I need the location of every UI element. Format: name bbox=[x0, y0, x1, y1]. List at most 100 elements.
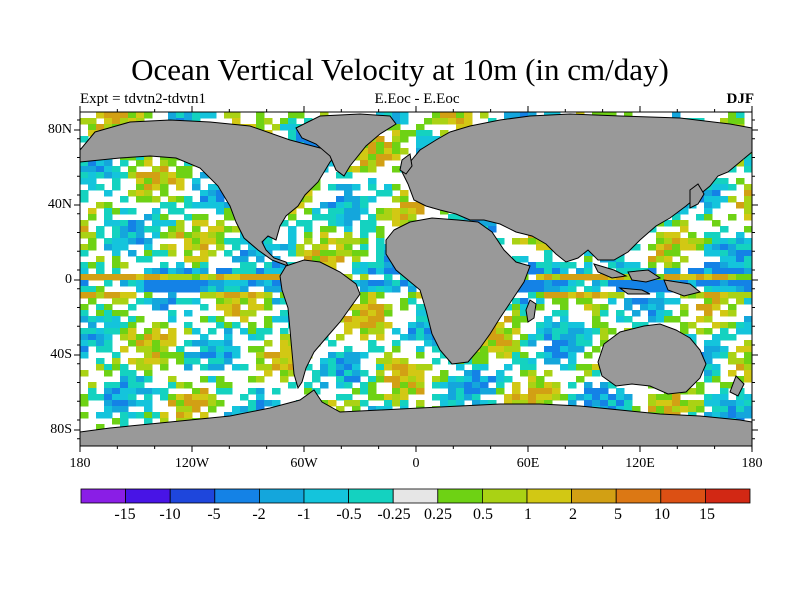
field-cell bbox=[120, 310, 129, 317]
field-cell bbox=[616, 394, 625, 401]
field-cell bbox=[704, 370, 713, 377]
field-cell bbox=[616, 262, 625, 269]
field-cell bbox=[120, 226, 129, 233]
field-cell bbox=[672, 274, 681, 281]
field-cell bbox=[224, 328, 233, 335]
field-cell bbox=[128, 292, 137, 299]
field-cell bbox=[688, 388, 697, 395]
field-cell bbox=[216, 286, 225, 293]
field-cell bbox=[168, 400, 177, 407]
field-cell bbox=[744, 208, 752, 215]
field-cell bbox=[384, 154, 393, 161]
field-cell bbox=[80, 166, 89, 173]
field-cell bbox=[288, 382, 297, 389]
field-cell bbox=[144, 160, 153, 167]
colorbar-swatch bbox=[214, 488, 260, 504]
field-cell bbox=[344, 394, 353, 401]
field-cell bbox=[720, 226, 729, 233]
field-cell bbox=[424, 130, 433, 137]
field-cell bbox=[120, 274, 129, 281]
field-cell bbox=[528, 334, 537, 341]
field-cell bbox=[400, 112, 409, 119]
field-cell bbox=[592, 286, 601, 293]
field-cell bbox=[144, 190, 153, 197]
field-cell bbox=[184, 298, 193, 305]
field-cell bbox=[320, 232, 329, 239]
land-africa bbox=[385, 217, 531, 365]
field-cell bbox=[192, 256, 201, 263]
field-cell bbox=[528, 280, 537, 287]
field-cell bbox=[728, 352, 737, 359]
field-cell bbox=[200, 316, 209, 323]
field-cell bbox=[712, 202, 721, 209]
field-cell bbox=[576, 364, 585, 371]
field-cell bbox=[112, 358, 121, 365]
field-cell bbox=[184, 286, 193, 293]
field-cell bbox=[360, 166, 369, 173]
land-north-america bbox=[80, 119, 341, 267]
field-cell bbox=[136, 340, 145, 347]
field-cell bbox=[200, 262, 209, 269]
field-cell bbox=[224, 292, 233, 299]
field-cell bbox=[640, 322, 649, 329]
field-cell bbox=[128, 412, 137, 419]
field-cell bbox=[96, 184, 105, 191]
field-cell bbox=[120, 262, 129, 269]
field-cell bbox=[104, 214, 113, 221]
field-cell bbox=[528, 382, 537, 389]
field-cell bbox=[704, 286, 713, 293]
field-cell bbox=[688, 268, 697, 275]
field-cell bbox=[384, 376, 393, 383]
field-cell bbox=[344, 238, 353, 245]
field-cell bbox=[112, 268, 121, 275]
field-cell bbox=[744, 244, 752, 251]
field-cell bbox=[528, 340, 537, 347]
field-cell bbox=[104, 334, 113, 341]
field-cell bbox=[344, 382, 353, 389]
field-cell bbox=[456, 118, 465, 125]
field-cell bbox=[624, 394, 633, 401]
field-cell bbox=[496, 346, 505, 353]
field-cell bbox=[712, 196, 721, 203]
field-cell bbox=[504, 334, 513, 341]
field-cell bbox=[152, 178, 161, 185]
field-cell bbox=[744, 400, 752, 407]
field-cell bbox=[104, 220, 113, 227]
field-cell bbox=[224, 250, 233, 257]
field-cell bbox=[392, 148, 401, 155]
field-cell bbox=[648, 316, 657, 323]
field-cell bbox=[384, 208, 393, 215]
field-cell bbox=[704, 202, 713, 209]
field-cell bbox=[128, 376, 137, 383]
field-cell bbox=[288, 226, 297, 233]
field-cell bbox=[472, 400, 481, 407]
field-cell bbox=[248, 244, 257, 251]
field-cell bbox=[136, 154, 145, 161]
field-cell bbox=[512, 388, 521, 395]
field-cell bbox=[416, 364, 425, 371]
field-cell bbox=[376, 226, 385, 233]
field-cell bbox=[664, 220, 673, 227]
x-tick-label: 60W bbox=[290, 456, 318, 471]
field-cell bbox=[104, 166, 113, 173]
field-cell bbox=[80, 190, 89, 197]
field-cell bbox=[248, 334, 257, 341]
field-cell bbox=[736, 244, 745, 251]
field-cell bbox=[704, 298, 713, 305]
field-cell bbox=[152, 322, 161, 329]
field-cell bbox=[512, 322, 521, 329]
field-cell bbox=[696, 400, 705, 407]
field-cell bbox=[456, 394, 465, 401]
field-cell bbox=[376, 292, 385, 299]
field-cell bbox=[144, 178, 153, 185]
field-cell bbox=[368, 226, 377, 233]
field-cell bbox=[192, 202, 201, 209]
field-cell bbox=[656, 310, 665, 317]
field-cell bbox=[744, 394, 752, 401]
field-cell bbox=[568, 340, 577, 347]
field-cell bbox=[128, 370, 137, 377]
field-cell bbox=[256, 406, 265, 413]
field-cell bbox=[160, 352, 169, 359]
field-cell bbox=[416, 310, 425, 317]
field-cell bbox=[400, 382, 409, 389]
